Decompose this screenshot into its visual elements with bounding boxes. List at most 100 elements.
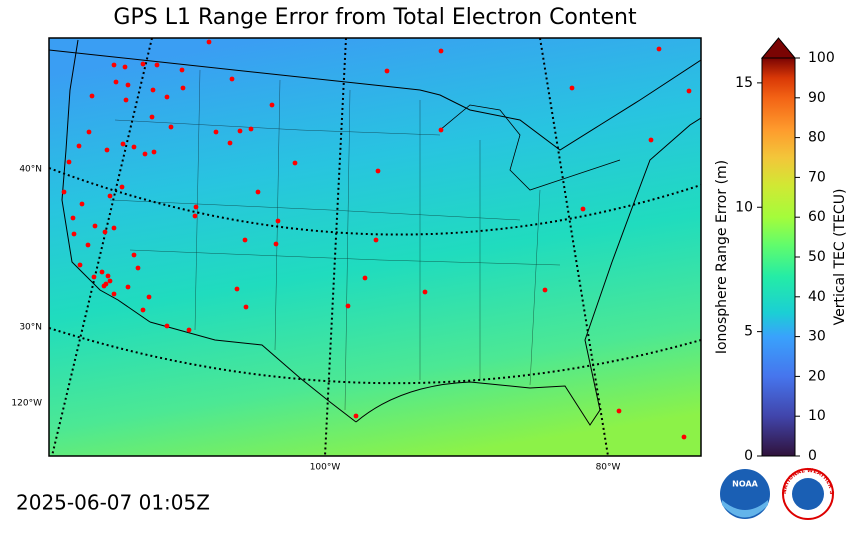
- lat-label: 30°N: [19, 323, 42, 333]
- station: [66, 159, 72, 165]
- station: [105, 273, 111, 279]
- station: [345, 303, 351, 309]
- colorbar-scale: [761, 57, 796, 457]
- station: [76, 143, 82, 149]
- tick-label: 15: [735, 75, 753, 91]
- station: [384, 68, 390, 74]
- station: [101, 283, 107, 289]
- station: [292, 160, 298, 166]
- station: [122, 64, 128, 70]
- map-background: [49, 38, 701, 456]
- station: [234, 286, 240, 292]
- border: [149, 321, 357, 423]
- lon-label: 80°W: [596, 463, 621, 473]
- station: [242, 237, 248, 243]
- station: [107, 193, 113, 199]
- station: [569, 85, 575, 91]
- station: [150, 87, 156, 93]
- timestamp: 2025-06-07 01:05Z: [16, 491, 210, 515]
- tick-label: 10: [735, 199, 753, 215]
- station: [131, 252, 137, 258]
- map-frame: [48, 37, 702, 457]
- graticule: [49, 38, 701, 456]
- station: [70, 215, 76, 221]
- station: [154, 62, 160, 68]
- station: [237, 128, 243, 134]
- station: [248, 126, 254, 132]
- station: [229, 76, 235, 82]
- tick-label: 40: [808, 289, 826, 305]
- lat-label: 40°N: [19, 165, 42, 175]
- station: [255, 189, 261, 195]
- station: [125, 284, 131, 290]
- station: [180, 85, 186, 91]
- station: [89, 93, 95, 99]
- colorbar: Ionosphere Range Error (m) Vertical TEC …: [714, 37, 848, 464]
- station: [123, 97, 129, 103]
- border: [49, 49, 701, 151]
- noaa-wave: [722, 500, 768, 518]
- title: GPS L1 Range Error from Total Electron C…: [113, 5, 637, 30]
- station: [681, 434, 687, 440]
- axis-label: Ionosphere Range Error (m): [714, 160, 730, 354]
- station: [362, 275, 368, 281]
- colorbar-extend: [760, 37, 797, 59]
- station: [119, 184, 125, 190]
- axis-label: Vertical TEC (TECU): [832, 189, 848, 326]
- station: [140, 61, 146, 67]
- station: [542, 287, 548, 293]
- station: [193, 204, 199, 210]
- station: [151, 149, 157, 155]
- graticule-labels: 40°N 30°N 120°W 100°W 80°W: [11, 165, 620, 473]
- tick-label: 10: [808, 408, 826, 424]
- tick-label: 70: [808, 169, 826, 185]
- tick-label: 60: [808, 209, 826, 225]
- meridian: [539, 38, 609, 456]
- station: [61, 189, 67, 195]
- tick-label: 50: [808, 249, 826, 265]
- map: [49, 38, 701, 456]
- station: [648, 137, 654, 143]
- stations: [61, 39, 692, 440]
- station: [111, 291, 117, 297]
- station: [77, 262, 83, 268]
- state-lines: [109, 69, 561, 411]
- coastlines: [49, 39, 701, 426]
- station: [99, 269, 105, 275]
- station: [168, 124, 174, 130]
- meridian: [51, 38, 153, 456]
- station: [686, 88, 692, 94]
- station: [580, 206, 586, 212]
- station: [206, 39, 212, 45]
- station: [186, 327, 192, 333]
- tick-label: 100: [808, 50, 835, 66]
- tick-label: 0: [744, 448, 753, 464]
- lon-label: 100°W: [310, 463, 341, 473]
- station: [353, 413, 359, 419]
- station: [275, 218, 281, 224]
- station: [113, 79, 119, 85]
- station: [86, 129, 92, 135]
- station: [140, 307, 146, 313]
- station: [269, 102, 275, 108]
- tick-label: 5: [744, 324, 753, 340]
- station: [616, 408, 622, 414]
- station: [107, 278, 113, 284]
- station: [164, 323, 170, 329]
- station: [85, 242, 91, 248]
- station: [146, 294, 152, 300]
- station: [422, 289, 428, 295]
- station: [92, 223, 98, 229]
- station: [373, 237, 379, 243]
- station: [192, 213, 198, 219]
- noaa-logo: [720, 469, 770, 519]
- station: [135, 265, 141, 271]
- coast: [355, 117, 701, 426]
- station: [142, 151, 148, 157]
- station: [227, 140, 233, 146]
- station: [179, 67, 185, 73]
- station: [213, 129, 219, 135]
- station: [131, 144, 137, 150]
- station: [656, 46, 662, 52]
